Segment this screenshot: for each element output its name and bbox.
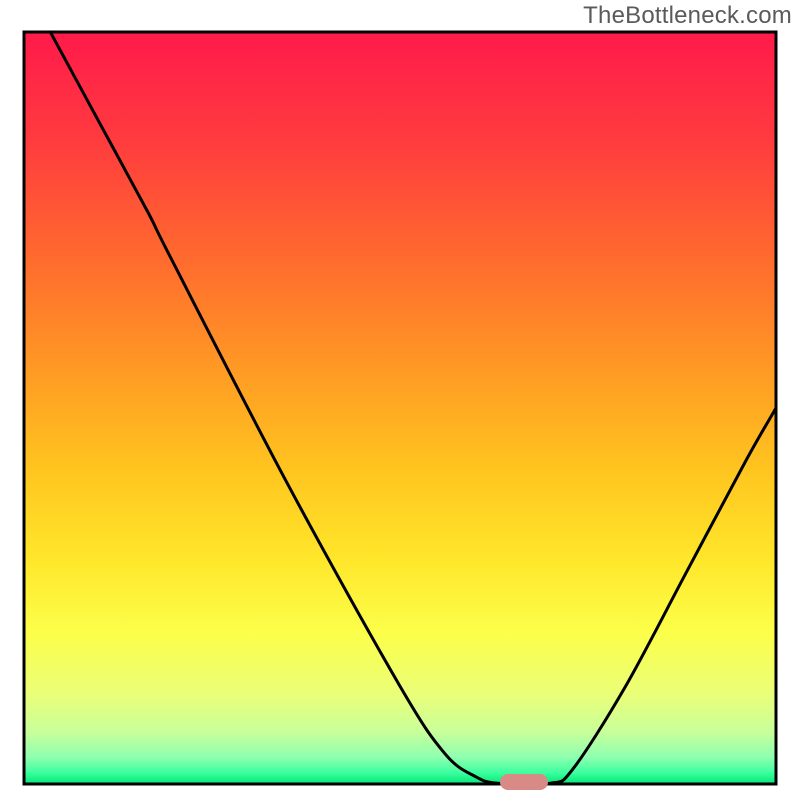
chart-root: TheBottleneck.com <box>0 0 800 800</box>
bottleneck-plot <box>0 0 800 800</box>
plot-background <box>24 32 776 784</box>
optimal-marker <box>500 774 548 790</box>
